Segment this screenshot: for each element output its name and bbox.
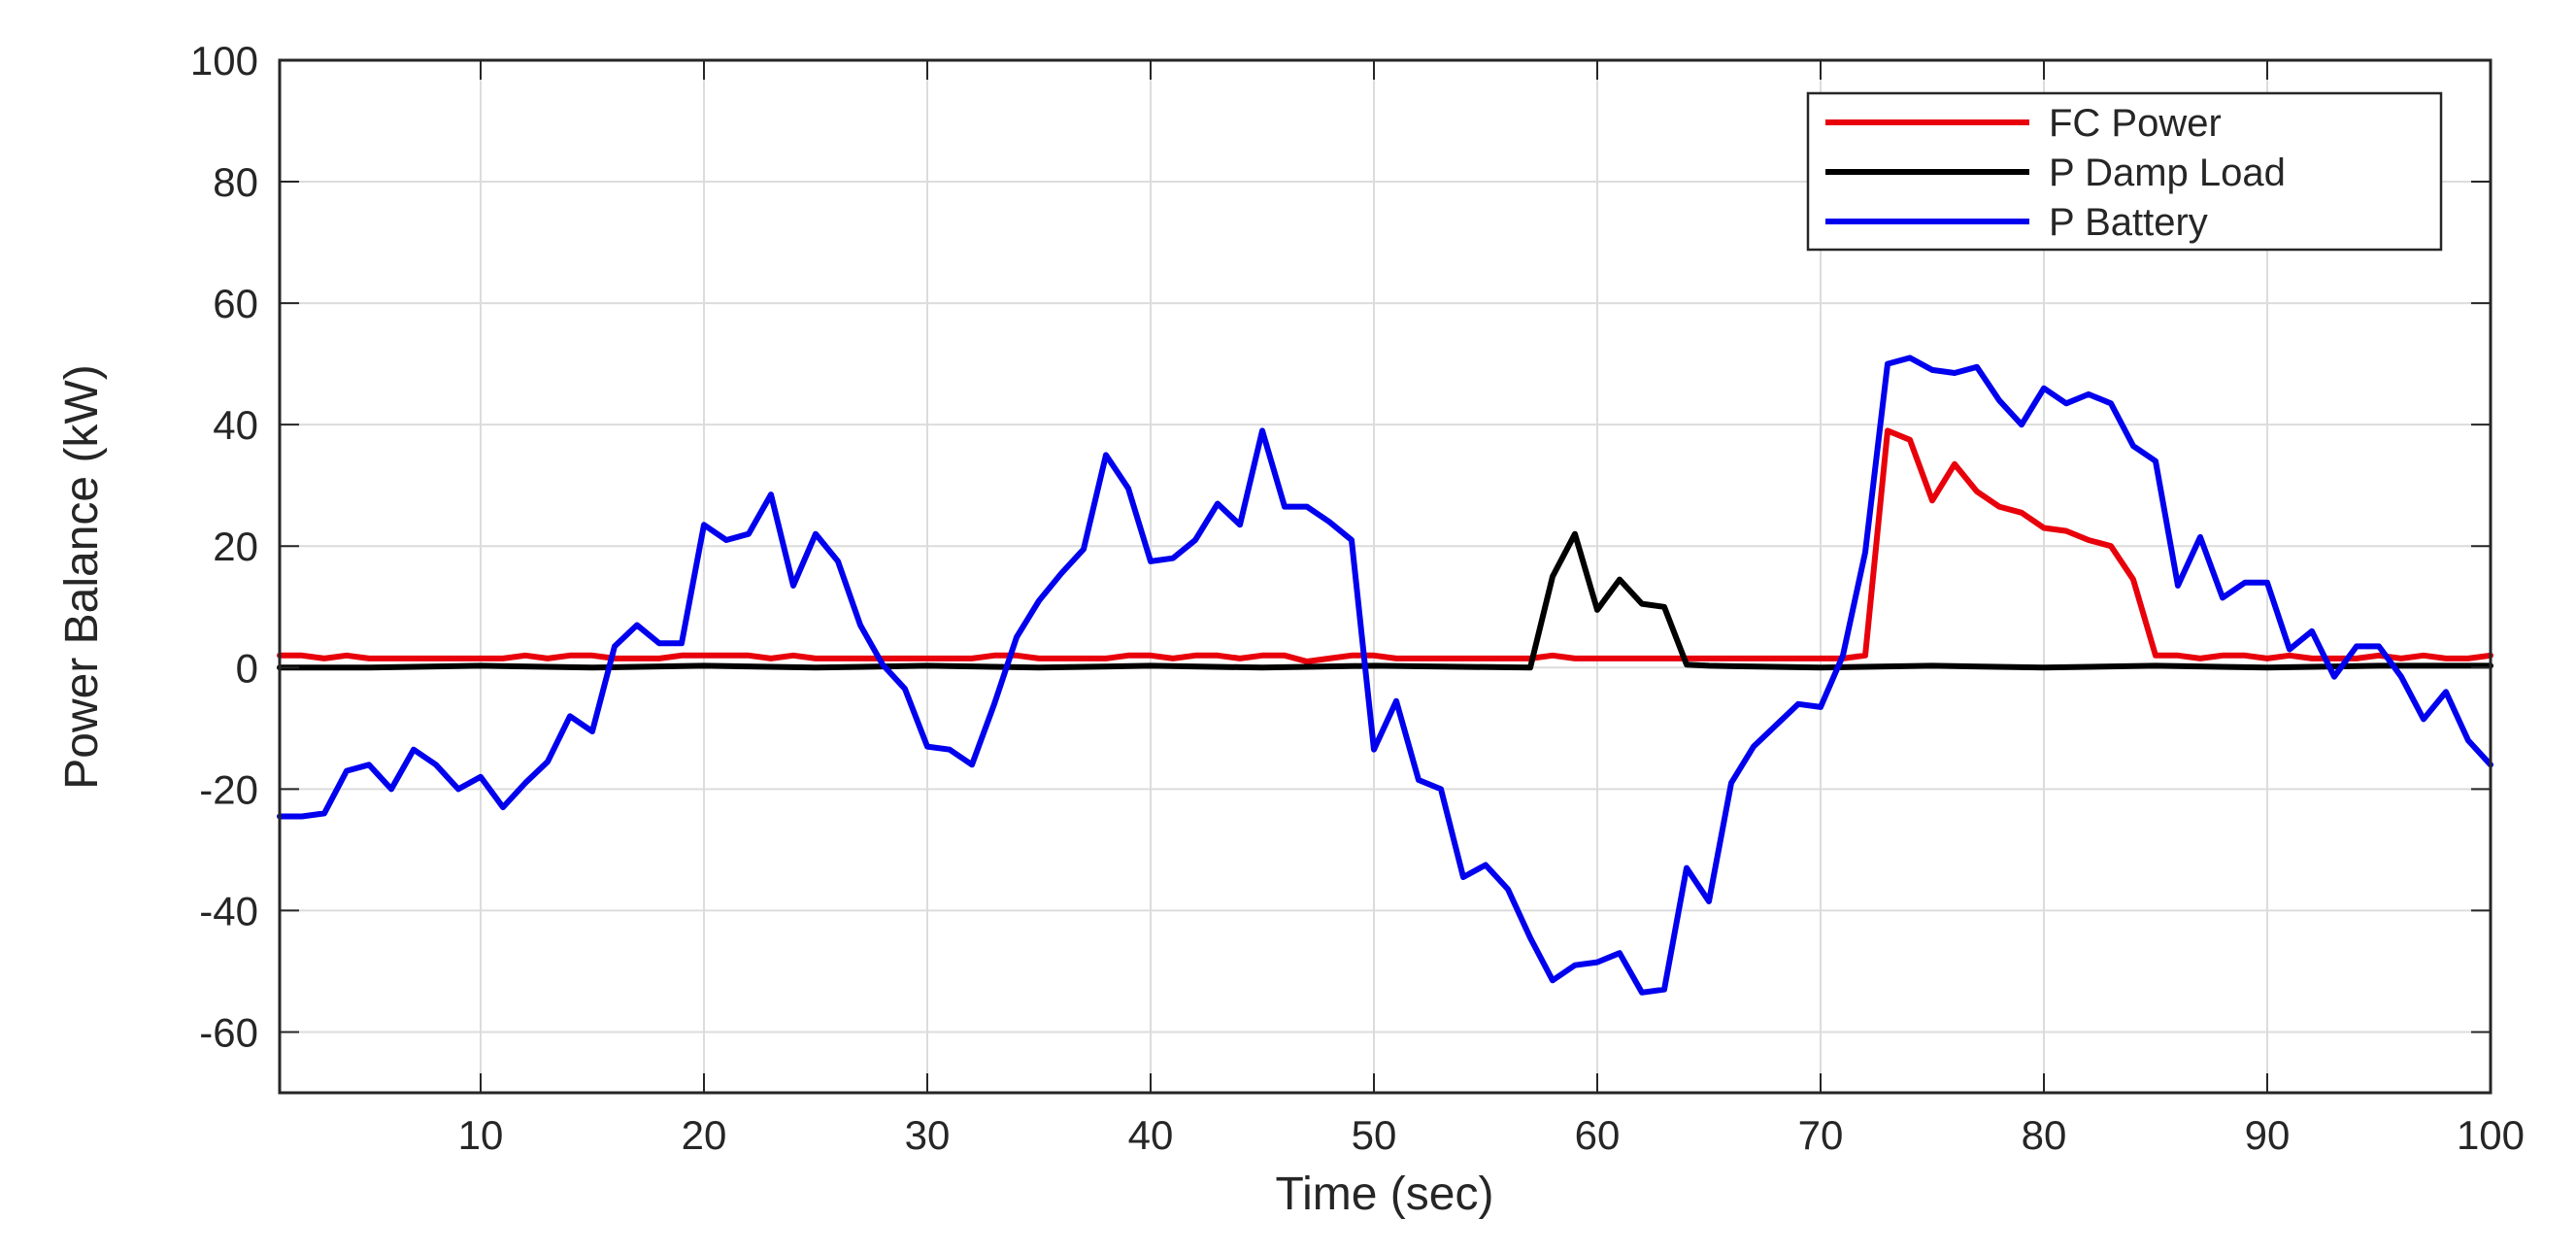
x-tick-label: 20 (682, 1112, 727, 1158)
x-tick-label: 40 (1128, 1112, 1174, 1158)
y-axis-title: Power Balance (kW) (56, 364, 108, 789)
x-tick-label: 30 (905, 1112, 951, 1158)
x-tick-label: 10 (458, 1112, 504, 1158)
series-line-fc-power (277, 427, 2493, 664)
plot-frame (278, 58, 2492, 1095)
x-tick-label: 80 (2022, 1112, 2067, 1158)
x-tick-label: 50 (1352, 1112, 1397, 1158)
x-tick-label: 70 (1798, 1112, 1844, 1158)
legend-label-p-damp-load: P Damp Load (2049, 152, 2286, 194)
x-tick-label: 90 (2245, 1112, 2291, 1158)
y-tick-label: 0 (236, 645, 258, 691)
y-tick-label: -60 (199, 1009, 258, 1055)
legend-label-p-battery: P Battery (2049, 201, 2208, 244)
series-line-p-battery (277, 355, 2493, 996)
series-lines (277, 355, 2493, 996)
x-tick-label: 100 (2457, 1112, 2525, 1158)
legend: FC Power P Damp Load P Battery (1806, 91, 2443, 252)
y-tick-label: 60 (213, 281, 258, 326)
legend-label-fc-power: FC Power (2049, 102, 2222, 145)
y-tick-label: 40 (213, 402, 258, 448)
y-tick-label: 20 (213, 524, 258, 569)
x-tick-label: 60 (1575, 1112, 1621, 1158)
x-axis-title: Time (sec) (1276, 1169, 1494, 1220)
y-tick-label: -40 (199, 888, 258, 933)
y-tick-label: 80 (213, 159, 258, 205)
y-tick-label: -20 (199, 766, 258, 812)
series-line-p-damp-load (277, 530, 2493, 671)
axis-ticks: 10 20 30 40 50 60 70 80 90 100 -60 -40 -20 0 20 40 60 80 1… (190, 38, 2525, 1158)
y-tick-label: 100 (190, 38, 258, 84)
